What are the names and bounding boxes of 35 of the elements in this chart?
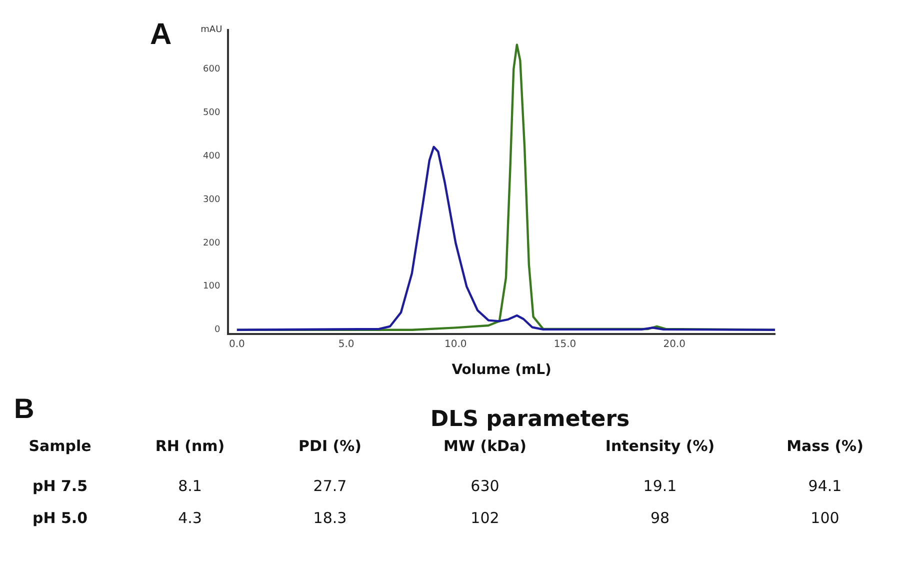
text: 4.3 [178,509,202,527]
x-tick-label: 20.0 [663,338,686,350]
y-tick-label: 0 [214,325,220,336]
x-tick-label: 10.0 [444,338,467,350]
category-label: pH 7.5 [32,477,88,495]
text: 630 [470,477,500,495]
x-tick-label: 0.0 [228,338,245,350]
y-tick-label: 200 [202,238,220,248]
text: Sample [28,437,92,457]
category-label: Mass (%) [786,437,864,457]
category-label: Intensity (%) [604,437,716,457]
text: DLS parameters [429,407,631,432]
text: 98 [650,509,670,527]
y-tick-label: 600 [202,64,220,74]
x-tick-label: 15.0 [554,338,576,350]
y-tick-label: 400 [202,151,220,162]
category-label: RH (nm) [154,437,226,457]
text: 94.1 [808,477,842,495]
category-label: MW (kDa) [442,437,528,457]
y-tick-label: 100 [202,282,220,292]
y-tick-label: 300 [202,194,220,205]
category-label: PDI (%) [298,437,362,457]
y-axis-title: mAU [200,24,222,35]
x-tick-label: 5.0 [338,338,354,350]
text: 19.1 [643,477,677,495]
chart-title: A [150,18,172,52]
text: 27.7 [313,477,347,495]
text: 18.3 [313,509,347,527]
text: 102 [470,509,500,527]
text: B [14,393,34,425]
text: 100 [810,509,840,527]
category-label: pH 5.0 [32,509,88,527]
y-tick-label: 500 [202,108,220,118]
text: 8.1 [178,477,202,495]
x-axis-title: Volume (mL) [452,362,552,378]
